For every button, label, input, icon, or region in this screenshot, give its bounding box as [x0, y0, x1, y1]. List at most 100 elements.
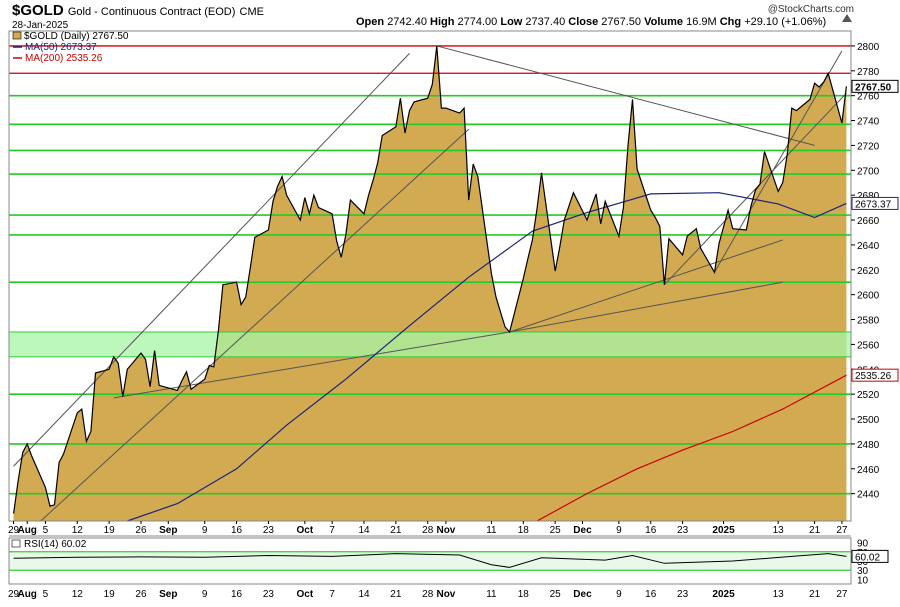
chart-date: 28-Jan-2025	[12, 20, 69, 31]
rsi-x-tick-label: Oct	[297, 589, 314, 600]
rsi-x-tick-label: 26	[135, 589, 147, 600]
rsi-line	[13, 553, 847, 568]
rsi-x-tick-label: 9	[202, 589, 208, 600]
y-tick-label: 2680	[857, 191, 880, 202]
y-tick-label: 2800	[857, 42, 880, 53]
y-tick-label: 2720	[857, 141, 880, 152]
y-tick-label: 2520	[857, 390, 880, 401]
rsi-x-tick-label: 9	[616, 589, 622, 600]
exchange-label: CME	[239, 6, 264, 18]
rsi-x-tick-label: Dec	[573, 589, 592, 600]
x-tick-label: 16	[231, 525, 243, 536]
x-tick-label: 23	[263, 525, 275, 536]
y-tick-label: 2620	[857, 266, 880, 277]
rsi-x-tick-label: 23	[677, 589, 689, 600]
y-tick-label: 2640	[857, 241, 880, 252]
x-tick-label: 9	[202, 525, 208, 536]
x-tick-label: 28	[422, 525, 434, 536]
x-tick-label: 7	[329, 525, 335, 536]
rsi-x-tick-label: 7	[329, 589, 335, 600]
rsi-x-tick-label: Nov	[436, 589, 455, 600]
legend-ma50: MA(50) 2673.37	[25, 42, 97, 53]
y-tick-label: 2460	[857, 465, 880, 476]
y-tick-label: 2660	[857, 216, 880, 227]
rsi-y-tick-label: 30	[857, 566, 869, 577]
rsi-legend-swatch	[11, 539, 21, 548]
ma50-value-label-box	[851, 196, 899, 210]
rsi-x-tick-label: 16	[645, 589, 657, 600]
y-tick-label: 2600	[857, 291, 880, 302]
trendline	[664, 92, 847, 286]
x-tick-label: Aug	[17, 525, 36, 536]
rsi-x-tick-label: 2025	[712, 589, 735, 600]
rsi-y-tick-label: 90	[857, 539, 869, 550]
main-frame	[8, 30, 852, 522]
y-tick-label: 2480	[857, 440, 880, 451]
rsi-x-tick-label: 21	[809, 589, 821, 600]
trendline	[13, 53, 410, 467]
ma200-value-label: 2535.26	[855, 371, 892, 382]
trendline	[39, 128, 470, 521]
trendline	[509, 239, 783, 333]
rsi-x-tick-label: Sep	[159, 589, 177, 600]
rsi-x-tick-label: 14	[358, 589, 370, 600]
ma200-line	[536, 374, 847, 521]
x-tick-label: 16	[645, 525, 657, 536]
rsi-x-tick-label: 21	[390, 589, 402, 600]
rsi-x-tick-label: Aug	[17, 589, 36, 600]
close-value: 2767.50	[601, 16, 642, 28]
y-tick-label: 2560	[857, 340, 880, 351]
y-tick-label: 2740	[857, 117, 880, 128]
trendline	[436, 45, 815, 146]
x-tick-label: 12	[72, 525, 84, 536]
x-tick-label: Sep	[159, 525, 177, 536]
x-tick-label: 18	[518, 525, 530, 536]
rsi-x-tick-label: 19	[104, 589, 116, 600]
y-tick-label: 2780	[857, 67, 880, 78]
trendline	[714, 50, 843, 273]
rsi-y-tick-label: 10	[857, 575, 869, 586]
last-price-label-box	[851, 79, 899, 93]
low-value: 2737.40	[525, 16, 566, 28]
x-tick-label: 11	[486, 525, 497, 536]
legend-price: $GOLD (Daily) 2767.50	[24, 31, 129, 42]
x-tick-label: Oct	[297, 525, 314, 536]
x-tick-label: 14	[358, 525, 370, 536]
open-value: 2742.40	[387, 16, 427, 28]
credit-label: @StockCharts.com	[767, 4, 854, 15]
rsi-x-tick-label: 27	[836, 589, 848, 600]
x-tick-label: 21	[809, 525, 821, 536]
x-tick-label: Dec	[573, 525, 592, 536]
rsi-x-tick-label: 25	[550, 589, 562, 600]
x-tick-label: 21	[390, 525, 402, 536]
rsi-x-tick-label: 5	[43, 589, 49, 600]
x-tick-label: 19	[104, 525, 116, 536]
x-tick-label: 27	[836, 525, 848, 536]
ma50-line	[127, 192, 847, 521]
y-tick-label: 2500	[857, 415, 880, 426]
x-tick-label: 13	[773, 525, 785, 536]
rsi-last-label: 60.02	[855, 552, 880, 563]
x-tick-label: 26	[135, 525, 147, 536]
rsi-x-tick-label: 11	[486, 589, 497, 600]
price-area-fill	[13, 45, 847, 521]
rsi-x-tick-label: 18	[518, 589, 530, 600]
y-tick-label: 2580	[857, 316, 880, 327]
rsi-x-tick-label: 12	[72, 589, 84, 600]
ma200-value-label-box	[851, 368, 899, 382]
rsi-x-tick-label: 23	[263, 589, 275, 600]
ma50-value-label: 2673.37	[855, 199, 892, 210]
y-tick-label: 2700	[857, 166, 880, 177]
rsi-legend: RSI(14) 60.02	[24, 539, 87, 550]
change-value: +29.10 (+1.06%)	[744, 16, 827, 28]
trendline	[509, 281, 783, 333]
rsi-x-tick-label: 28	[422, 589, 434, 600]
legend-area-swatch	[12, 31, 22, 40]
price-line	[13, 45, 847, 514]
high-value: 2774.00	[457, 16, 498, 28]
rsi-plot	[9, 551, 851, 571]
y-tick-label: 2760	[857, 92, 880, 103]
ohlc-stats: Open 2742.40 High 2774.00 Low 2737.40 Cl…	[356, 16, 827, 28]
last-price-label: 2767.50	[855, 82, 892, 93]
